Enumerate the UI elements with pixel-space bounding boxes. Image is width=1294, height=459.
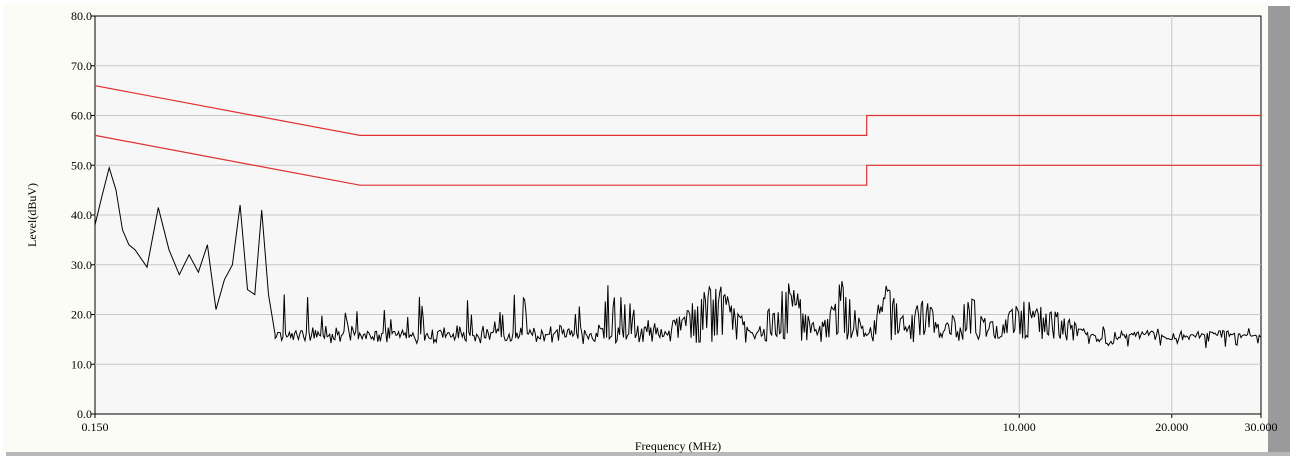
x-tick-label: 30.000 [1245,420,1278,434]
y-tick-label: 20.0 [71,308,92,322]
y-tick-label: 40.0 [71,208,92,222]
limit-lower-line [94,134,1261,186]
window-shadow-right [1268,6,1290,456]
y-tick-label: 70.0 [71,59,92,73]
y-tick-label: 30.0 [71,258,92,272]
y-tick-label: 10.0 [71,357,92,371]
x-axis-label: Frequency (MHz) [635,439,721,453]
y-tick-label: 0.0 [77,407,92,421]
limit-lines-layer [94,85,1261,186]
y-tick-label: 80.0 [71,9,92,23]
x-tick-label: 0.150 [82,420,109,434]
measurement-trace [94,165,1261,349]
limit-upper-line [94,85,1261,136]
y-axis-label: Level(dBuV) [25,183,39,247]
x-tick-label: 20.000 [1155,420,1188,434]
measurement-trace-layer [94,165,1261,349]
y-tick-label: 50.0 [71,158,92,172]
tick-labels-layer: 0.0 10.0 20.0 30.0 40.0 50.0 60.0 70.0 80.0 0.150… [71,9,1278,434]
x-tick-label: 10.000 [1003,420,1036,434]
window-shadow-bottom [6,452,1290,456]
y-tick-label: 60.0 [71,109,92,123]
